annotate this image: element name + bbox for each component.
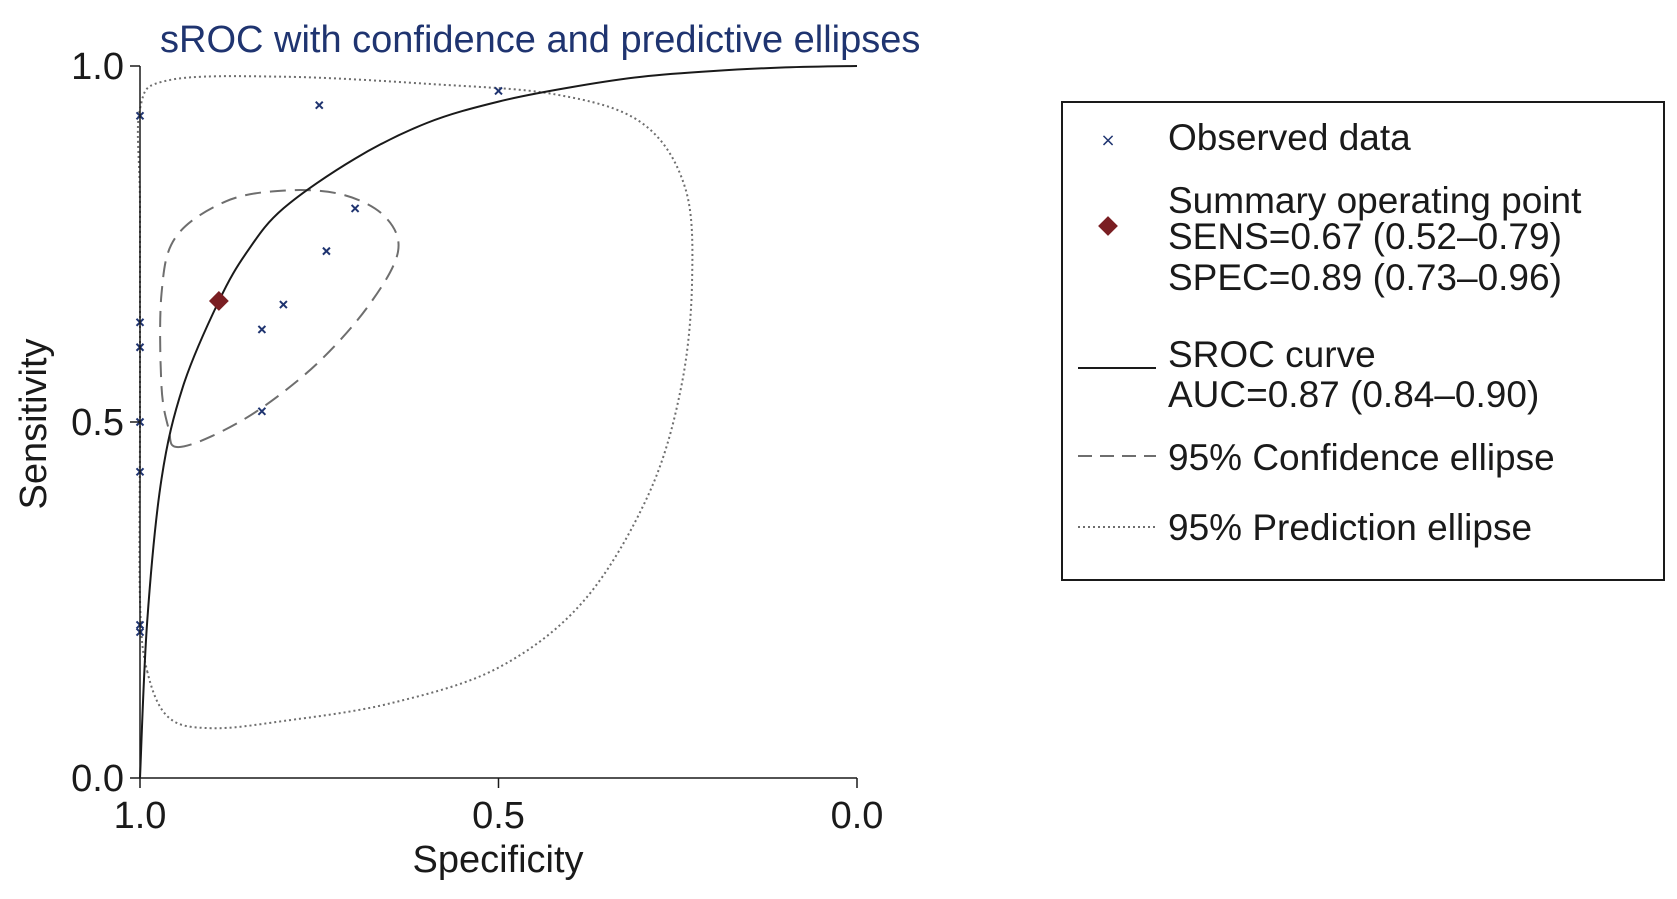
prediction-ellipse xyxy=(136,75,694,730)
legend-confidence-label: 95% Confidence ellipse xyxy=(1168,437,1555,478)
observed-point xyxy=(350,204,360,213)
summary-operating-point xyxy=(208,291,229,311)
legend-box xyxy=(1061,101,1665,581)
legend-prediction-label: 95% Prediction ellipse xyxy=(1168,507,1532,548)
legend-summary-line1: Summary operating point xyxy=(1168,180,1582,221)
legend-item-prediction: 95% Prediction ellipse xyxy=(1078,507,1532,548)
observed-point xyxy=(494,86,503,96)
x-tick-label: 0.0 xyxy=(831,795,884,837)
x-axis-title: Specificity xyxy=(412,839,583,881)
y-tick-label: 0.0 xyxy=(71,758,124,800)
observed-point xyxy=(257,407,267,416)
x-tick-label: 1.0 xyxy=(114,795,167,837)
legend-curve-line1: SROC curve xyxy=(1168,334,1376,375)
legend-item-observed: × Observed data xyxy=(1100,117,1411,158)
observed-point xyxy=(257,325,267,334)
legend-summary-line3: SPEC=0.89 (0.73–0.96) xyxy=(1168,257,1562,298)
ellipse-layer xyxy=(136,75,694,730)
legend-item-summary: Summary operating point SENS=0.67 (0.52–… xyxy=(1098,180,1582,298)
observed-point xyxy=(322,246,331,256)
legend-item-confidence: 95% Confidence ellipse xyxy=(1078,437,1555,478)
y-axis-title: Sensitivity xyxy=(13,338,55,509)
observed-point xyxy=(279,300,288,309)
curve-layer xyxy=(139,65,858,779)
y-tick-label: 0.5 xyxy=(71,402,124,444)
legend-summary-line2: SENS=0.67 (0.52–0.79) xyxy=(1168,216,1562,257)
legend-curve-line2: AUC=0.87 (0.84–0.90) xyxy=(1168,374,1539,415)
legend-observed-marker: × xyxy=(1100,130,1115,151)
sroc-curve xyxy=(139,65,858,779)
legend-item-curve: SROC curve AUC=0.87 (0.84–0.90) xyxy=(1078,334,1539,415)
legend: × Observed data Summary operating point … xyxy=(1061,101,1665,581)
legend-observed-label: Observed data xyxy=(1168,117,1411,158)
ticks-layer: 1.0 0.5 0.0 0.0 0.5 1.0 xyxy=(71,46,883,837)
legend-summary-marker xyxy=(1098,216,1118,236)
x-tick-label: 0.5 xyxy=(472,795,525,837)
y-tick-label: 1.0 xyxy=(71,46,124,88)
chart-title: sROC with confidence and predictive elli… xyxy=(160,19,920,61)
observed-point xyxy=(315,100,324,110)
confidence-ellipse xyxy=(159,189,400,449)
